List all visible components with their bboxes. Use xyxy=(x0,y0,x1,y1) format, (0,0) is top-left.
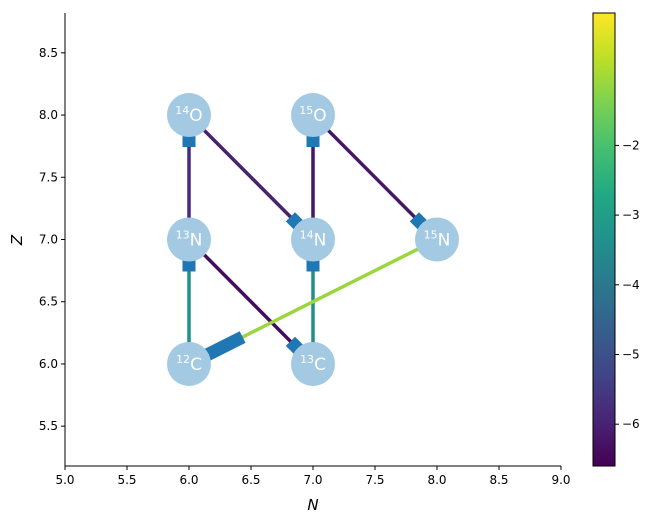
x-tick-label: 6.0 xyxy=(179,473,198,487)
colorbar-tick-label: −5 xyxy=(622,347,640,361)
node-mass-number: 13 xyxy=(300,353,314,366)
edge-n13-c13 xyxy=(187,238,315,366)
colorbar-tick-label: −2 xyxy=(622,138,640,152)
y-ticks: 5.5 6.0 6.5 7.0 7.5 8.0 8.5 xyxy=(39,46,65,433)
node-element: O xyxy=(313,106,326,126)
x-tick-label: 8.5 xyxy=(489,473,508,487)
node-element: N xyxy=(314,231,327,251)
node-circle xyxy=(291,341,335,386)
node-n15: 15N xyxy=(415,217,459,262)
node-mass-number: 14 xyxy=(300,229,314,242)
colorbar-gradient xyxy=(592,12,616,467)
node-element: C xyxy=(190,355,202,375)
node-o15: 15O xyxy=(291,93,335,138)
y-tick-label: 7.0 xyxy=(39,233,58,247)
colorbar-tick-label: −6 xyxy=(622,417,640,431)
node-element: C xyxy=(314,355,326,375)
node-label: 15N xyxy=(424,229,451,251)
y-axis-label: Z xyxy=(8,234,26,246)
x-tick-label: 7.5 xyxy=(365,473,384,487)
node-circle xyxy=(291,217,335,262)
node-mass-number: 15 xyxy=(299,104,313,117)
y-tick-label: 8.5 xyxy=(39,46,58,60)
node-circle xyxy=(167,93,211,138)
x-tick-label: 9.0 xyxy=(551,473,570,487)
colorbar: −6 −5 −4 −3 −2 xyxy=(592,12,640,467)
node-circle xyxy=(167,217,211,262)
node-label: 12C xyxy=(176,353,202,375)
y-tick-label: 5.5 xyxy=(39,419,58,433)
node-c12: 12C xyxy=(167,341,211,386)
node-mass-number: 13 xyxy=(176,229,190,242)
node-circle xyxy=(167,341,211,386)
node-n13: 13N xyxy=(167,217,211,262)
node-c13: 13C xyxy=(291,341,335,386)
node-mass-number: 12 xyxy=(176,353,190,366)
node-o14: 14O xyxy=(167,93,211,138)
node-element: N xyxy=(190,231,203,251)
node-mass-number: 14 xyxy=(175,104,189,117)
edge-o14-n14 xyxy=(187,113,315,241)
y-tick-label: 6.0 xyxy=(39,357,58,371)
colorbar-tick-label: −3 xyxy=(622,208,640,222)
x-tick-label: 8.0 xyxy=(427,473,446,487)
node-circle xyxy=(415,217,459,262)
node-circle xyxy=(291,93,335,138)
node-label: 15O xyxy=(299,104,326,126)
x-tick-label: 5.0 xyxy=(55,473,74,487)
node-label: 13N xyxy=(176,229,203,251)
colorbar-tick-label: −4 xyxy=(622,278,640,292)
y-tick-label: 8.0 xyxy=(39,108,58,122)
y-tick-label: 7.5 xyxy=(39,170,58,184)
edge-o15-n15 xyxy=(311,113,439,241)
node-label: 14N xyxy=(300,229,327,251)
axes: 5.0 5.5 6.0 6.5 7.0 7.5 8.0 8.5 9.0 5.5 6.0 6.5 7.0… xyxy=(8,13,571,514)
colorbar-ticks: −6 −5 −4 −3 −2 xyxy=(615,138,640,431)
y-tick-label: 6.5 xyxy=(39,295,58,309)
node-element: N xyxy=(438,231,451,251)
node-mass-number: 15 xyxy=(424,229,438,242)
node-label: 13C xyxy=(300,353,326,375)
x-tick-label: 6.5 xyxy=(241,473,260,487)
node-label: 14O xyxy=(175,104,202,126)
x-axis-label: N xyxy=(307,496,318,514)
node-element: O xyxy=(189,106,202,126)
x-ticks: 5.0 5.5 6.0 6.5 7.0 7.5 8.0 8.5 9.0 xyxy=(55,466,571,487)
edge-arrowhead xyxy=(200,331,246,363)
x-tick-label: 7.0 xyxy=(303,473,322,487)
node-n14: 14N xyxy=(291,217,335,262)
x-tick-label: 5.5 xyxy=(117,473,136,487)
edge-n15-c12 xyxy=(188,237,438,366)
